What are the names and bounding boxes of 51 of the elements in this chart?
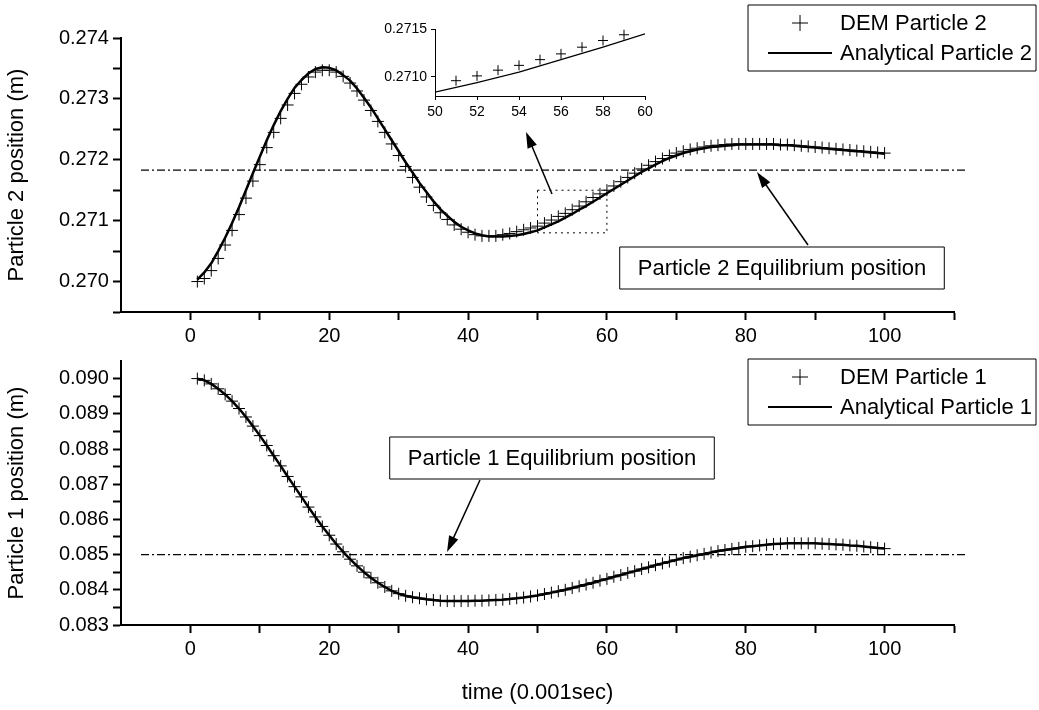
y-tick-label: 0.270 — [58, 269, 109, 292]
x-tick-label: 58 — [595, 103, 611, 120]
x-tick-label: 54 — [511, 103, 527, 120]
x-tick-label: 40 — [456, 636, 480, 659]
point — [576, 41, 588, 53]
x-tick-label: 100 — [867, 323, 902, 346]
y-tick-label: 0.090 — [58, 366, 109, 389]
x-tick-label: 52 — [469, 103, 485, 120]
x-tick-label: 80 — [734, 323, 757, 346]
y-tick-label: 0.089 — [58, 401, 109, 424]
point — [555, 48, 567, 60]
point — [471, 70, 483, 82]
x-tick-label: 60 — [595, 323, 619, 346]
x-tick-label: 40 — [456, 323, 480, 346]
y-tick-label: 0.271 — [58, 208, 109, 231]
x-tick-label: 20 — [318, 636, 341, 659]
legend-label: Analytical Particle 1 — [840, 394, 1033, 420]
legend-label: Analytical Particle 2 — [840, 40, 1033, 66]
point — [492, 64, 504, 76]
point — [534, 54, 546, 66]
y-tick-label: 0.272 — [58, 147, 109, 170]
y-axis-title: Particle 2 position (m) — [3, 68, 29, 282]
x-axis-title: time (0.001sec) — [461, 678, 614, 704]
x-tick-label: 0 — [184, 636, 196, 659]
legend-label: DEM Particle 2 — [840, 10, 987, 36]
y-tick-label: 0.084 — [58, 577, 109, 600]
x-tick-label: 60 — [595, 636, 619, 659]
y-tick-label: 0.088 — [58, 436, 109, 459]
x-tick-label: 100 — [867, 636, 902, 659]
y-tick-label: 0.087 — [58, 471, 109, 494]
x-tick-label: 60 — [637, 103, 653, 120]
y-tick-label: 0.273 — [58, 86, 109, 109]
y-tick-label: 0.086 — [58, 506, 109, 529]
y-axis-title: Particle 1 position (m) — [3, 386, 29, 600]
y-tick-label: 0.2710 — [384, 67, 428, 84]
x-tick-label: 20 — [318, 323, 341, 346]
legend-label: DEM Particle 1 — [840, 364, 987, 390]
x-tick-label: 80 — [734, 636, 757, 659]
y-tick-label: 0.083 — [58, 612, 109, 635]
point — [450, 75, 462, 87]
y-tick-label: 0.085 — [58, 542, 109, 565]
annotation: Particle 1 Equilibrium position — [407, 445, 697, 471]
point — [618, 29, 630, 41]
point — [513, 59, 525, 71]
y-tick-label: 0.274 — [58, 25, 109, 48]
annotation: Particle 2 Equilibrium position — [637, 255, 927, 281]
y-tick-label: 0.2715 — [384, 19, 428, 36]
point — [597, 34, 609, 46]
x-tick-label: 0 — [184, 323, 196, 346]
x-tick-label: 50 — [427, 103, 443, 120]
x-tick-label: 56 — [553, 103, 569, 120]
